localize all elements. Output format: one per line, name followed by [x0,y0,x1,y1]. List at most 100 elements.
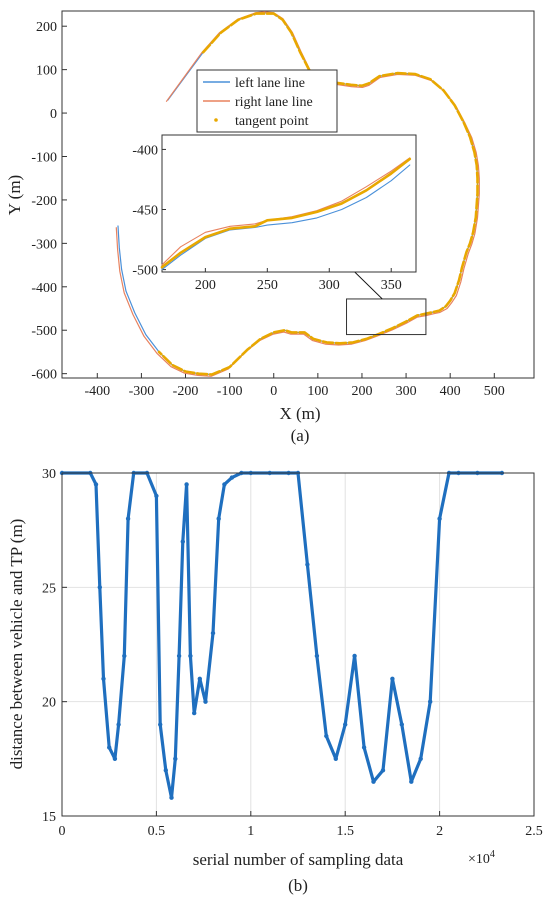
panel-b-data-point [158,722,163,727]
panel-a-x-tick-label: 400 [440,384,461,399]
panel-b-data-point [229,475,235,480]
panel-b-data-point [197,676,202,681]
panel-b-data-point [361,745,367,750]
panel-b-y-tick-label: 25 [42,581,56,596]
panel-a-y-tick-label: 0 [50,107,57,122]
panel-b-data-point [390,676,395,681]
panel-b-data-point [371,779,376,784]
inset-frame [161,134,417,273]
inset-y-ticks: -400 -450 -500 [132,143,166,279]
panel-b-x-tick-label: 2.5 [525,824,543,839]
panel-b-data-point [305,562,310,567]
panel-b-data-point [184,482,189,487]
panel-b-data-point [352,653,357,659]
panel-b-y-tick-label: 15 [42,810,56,825]
panel-b-data-point [176,653,182,659]
panel-b-x-axis-label: serial number of sampling data [193,850,404,869]
panel-b-data-point [125,516,131,521]
panel-a-y-axis-label: Y (m) [5,175,24,215]
panel-b-data-point [399,722,404,727]
panel-b-data-point [154,493,159,499]
panel-b-data-point [188,653,193,659]
panel-b-data-point [314,653,320,659]
panel-b-data-point [437,516,442,521]
panel-b-data-point [210,630,216,636]
legend: left lane line right lane line tangent p… [196,69,338,133]
panel-b-data-point [169,795,174,800]
legend-swatch-tangent-point [214,118,218,122]
panel-a-x-axis-label: X (m) [279,404,320,423]
panel-b-y-ticks: 15 20 25 30 [42,467,67,825]
panel-b-data-point [163,768,168,773]
panel-a-x-tick-label: 500 [484,384,505,399]
inset-y-tick-label: -450 [132,204,158,219]
panel-b-x-multiplier: ×104 [468,849,495,867]
panel-a-x-tick-label: 100 [307,384,328,399]
panel-b-data-point [333,756,338,761]
panel-b-data-point [93,482,99,487]
panel-b-x-tick-label: 0 [59,824,66,839]
panel-a-x-tick-label: -200 [173,384,199,399]
panel-b-x-ticks: 0 0.5 1 1.5 2 2.5 [59,811,543,839]
legend-label-tangent-point: tangent point [235,114,309,129]
panel-b-data-point [428,699,433,704]
panel-b-plot-frame [61,472,535,817]
panel-a-x-tick-label: 300 [396,384,417,399]
panel-a-y-tick-label: -500 [31,324,57,339]
panel-b-x-tick-label: 1 [247,824,254,839]
panel-a-y-ticks: 200 100 0 -100 -200 -300 -400 -500 -600 [31,20,67,383]
panel-b-x-tick-label: 0.5 [148,824,166,839]
panel-b: 15 20 25 30 0 0.5 1 1.5 2 2.5 ×104 serial number… [7,467,543,895]
panel-b-data-point [97,585,103,590]
panel-a-y-tick-label: -200 [31,194,57,209]
panel-b-distance-trace [60,471,504,800]
panel-b-data-point [101,676,106,681]
panel-b-data-point [216,516,221,521]
panel-a-x-tick-label: 200 [351,384,372,399]
panel-a-x-ticks: -400 -300 -200 -100 0 100 200 300 400 500 [84,373,505,399]
inset-x-tick-label: 250 [257,278,278,293]
panel-b-data-point [112,756,118,761]
panel-b-data-point [343,722,348,727]
panel-b-caption: (b) [288,876,308,895]
panel-b-data-point [122,653,127,659]
panel-b-data-point [192,710,197,716]
panel-b-data-point [173,756,178,761]
panel-a-x-tick-label: -100 [217,384,243,399]
panel-a-y-tick-label: 200 [36,20,57,35]
panel-b-data-point [324,733,329,739]
inset-x-tick-label: 300 [319,278,340,293]
panel-a-x-tick-label: -300 [129,384,155,399]
panel-b-plot-border [61,472,535,817]
panel-a-caption: (a) [291,426,310,445]
inset-x-tick-label: 350 [381,278,402,293]
panel-a-y-tick-label: -400 [31,281,57,296]
panel-b-data-point [409,779,414,784]
legend-label-left-lane: left lane line [235,76,305,91]
panel-b-distance-points [59,470,505,800]
panel-a-inset: -400 -450 -500 200 250 300 350 [132,134,417,293]
panel-a: 200 100 0 -100 -200 -300 -400 -500 -600 -400 -300… [5,10,535,445]
panel-b-y-axis-label: distance between vehicle and TP (m) [7,519,26,770]
panel-b-x-multiplier-exp: 4 [490,849,495,860]
panel-b-y-tick-label: 20 [42,696,56,711]
zoom-box [346,298,427,336]
panel-b-x-multiplier-base: ×10 [468,852,490,867]
inset-series-tangent-point [160,157,412,269]
panel-a-y-tick-label: -100 [31,150,57,165]
panel-b-x-tick-label: 1.5 [336,824,354,839]
panel-b-data-point [116,722,121,727]
panel-b-data-point [380,768,386,773]
inset-y-tick-label: -500 [132,264,158,279]
inset-x-ticks: 200 250 300 350 [195,268,402,293]
panel-b-x-tick-label: 2 [436,824,443,839]
panel-a-x-tick-label: 0 [270,384,277,399]
panel-b-y-tick-label: 30 [42,467,56,482]
panel-b-data-point [180,539,185,544]
panel-a-y-tick-label: -600 [31,368,57,383]
inset-y-tick-label: -400 [132,143,158,158]
panel-b-data-point [107,745,112,750]
panel-b-data-point [203,699,208,704]
inset-x-tick-label: 200 [195,278,216,293]
